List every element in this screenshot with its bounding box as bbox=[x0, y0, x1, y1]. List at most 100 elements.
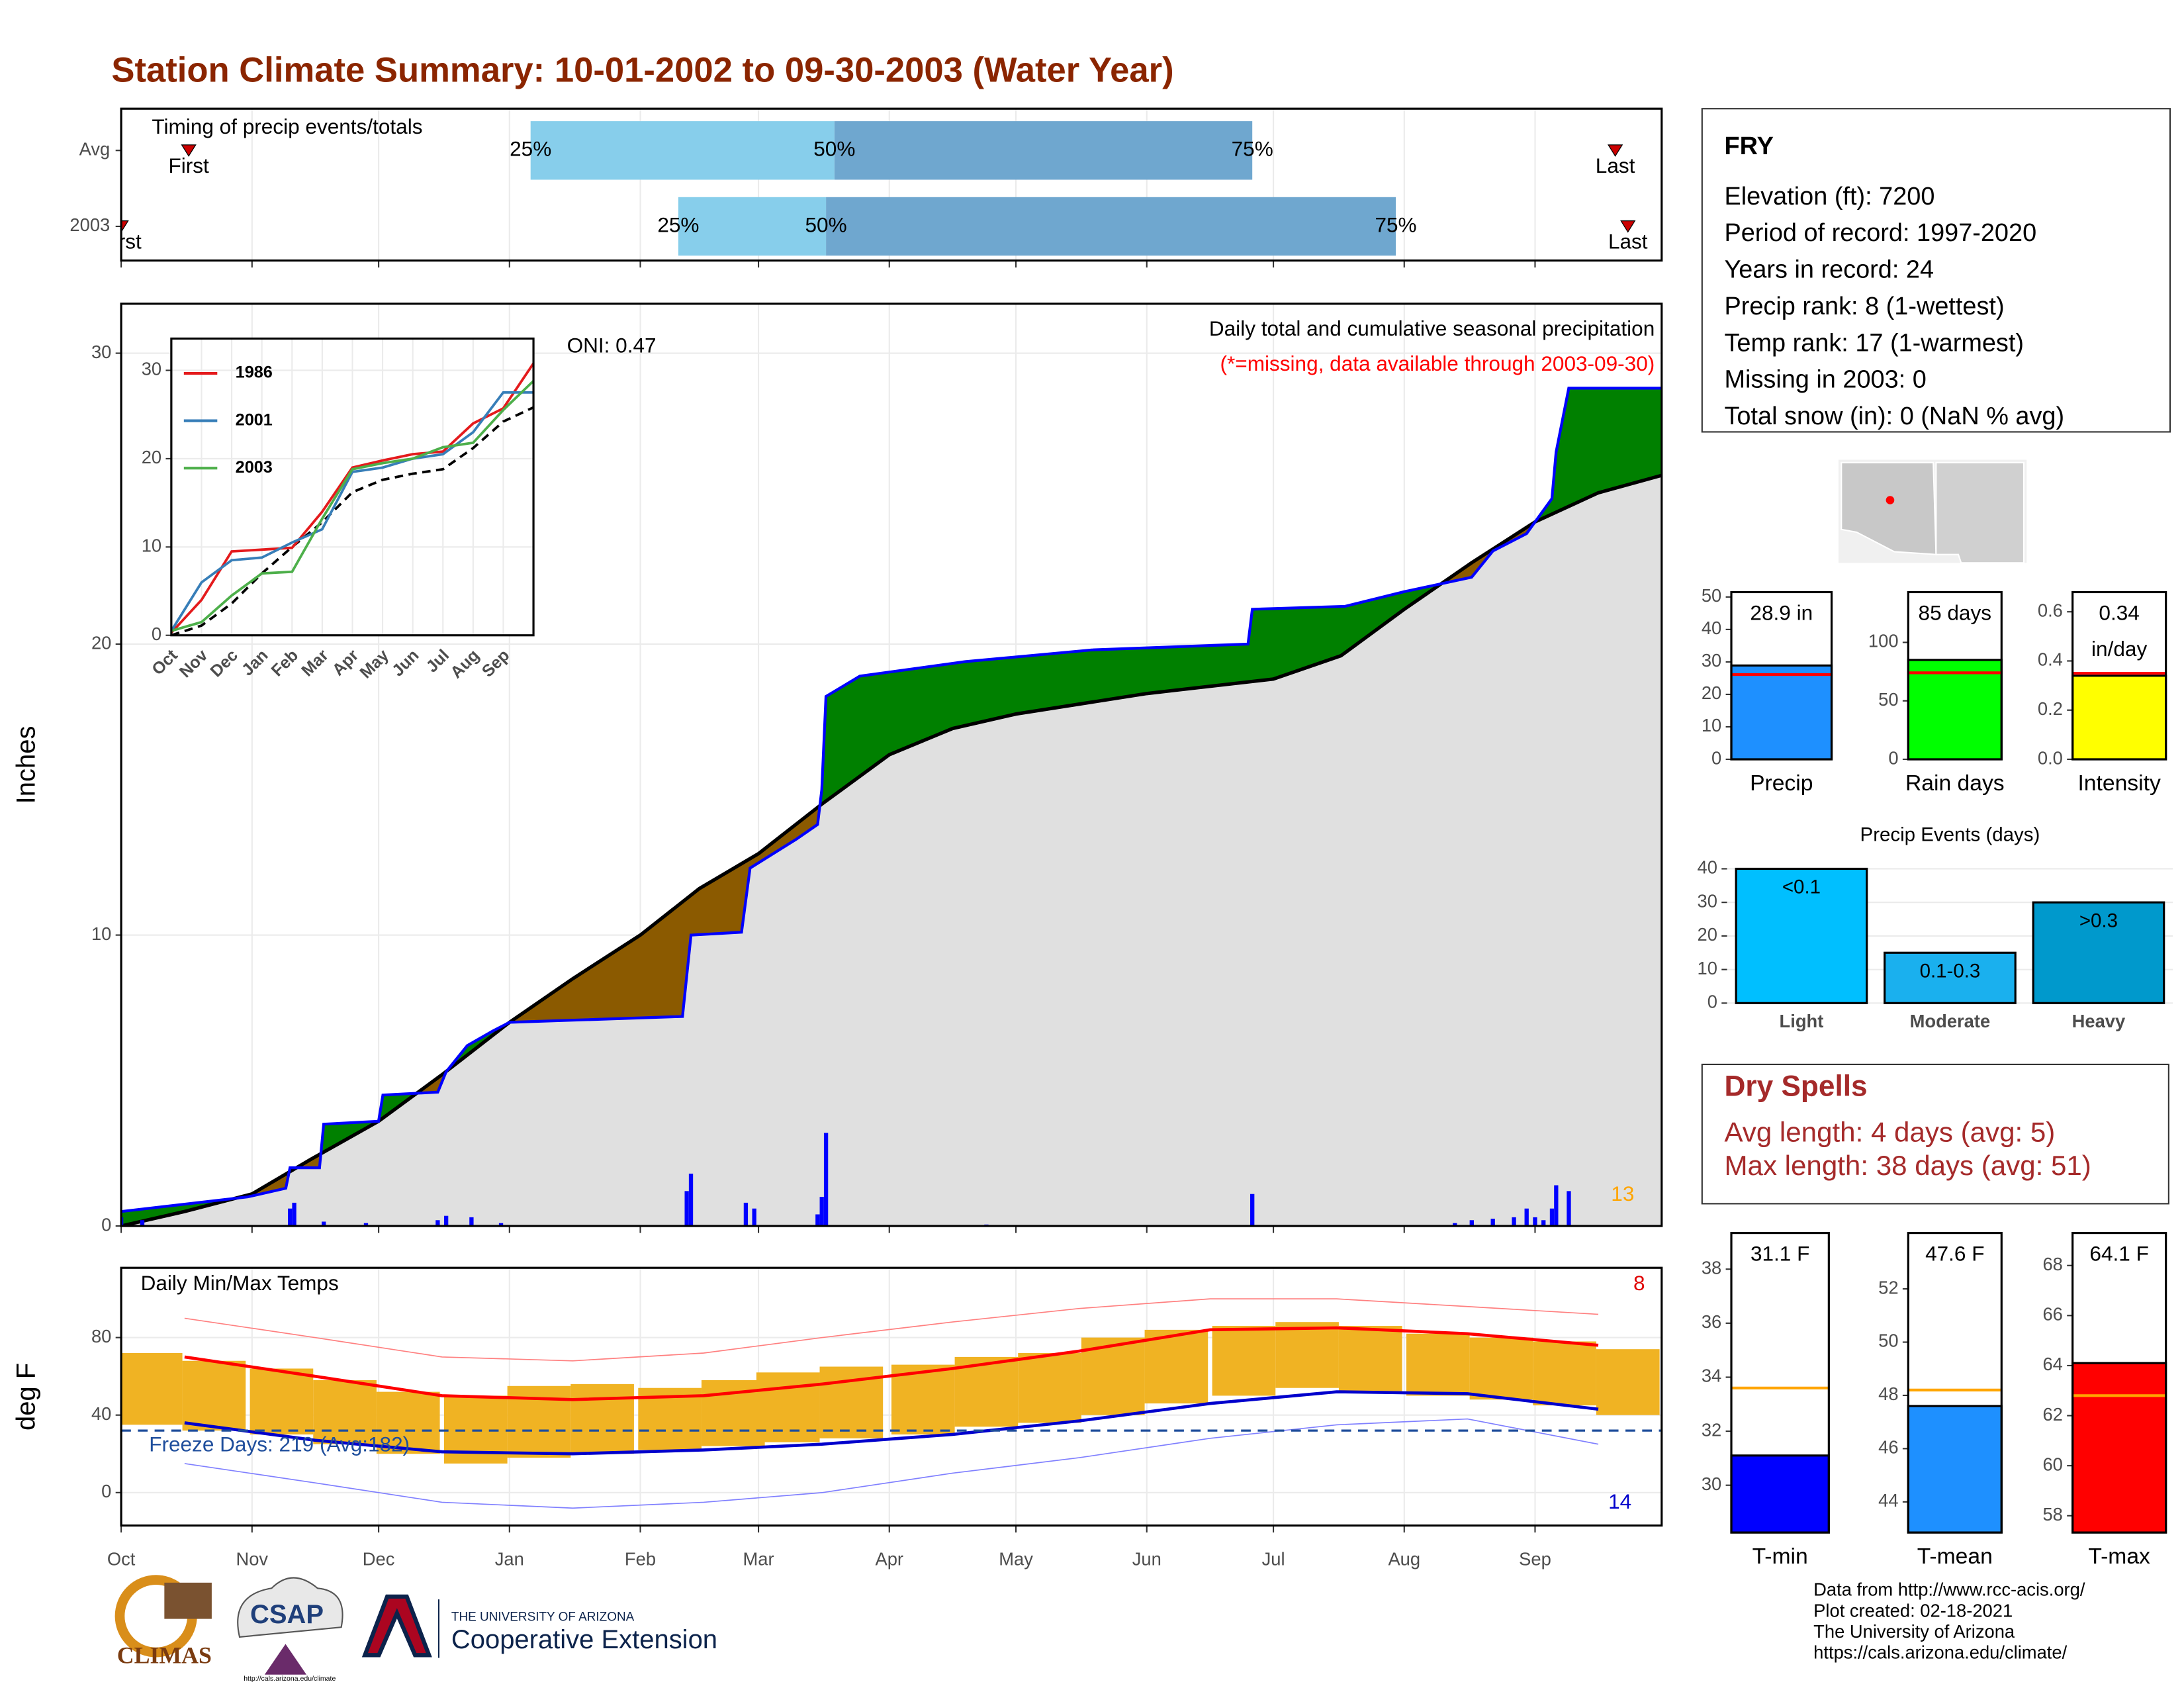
x-tick-label: Oct bbox=[107, 1548, 136, 1569]
legend-label: 2001 bbox=[236, 410, 273, 429]
category-label: Heavy bbox=[2072, 1011, 2126, 1031]
y-tick-label: 0 bbox=[1707, 992, 1717, 1012]
bar bbox=[1907, 659, 2003, 761]
x-tick-label: Jan bbox=[495, 1548, 524, 1569]
info-line: Temp rank: 17 (1-warmest) bbox=[1724, 329, 2024, 357]
temp-range bbox=[1406, 1333, 1470, 1396]
value-label: 0.1-0.3 bbox=[1920, 961, 1981, 982]
y-tick-label: 20 bbox=[1702, 682, 1721, 703]
temp-range bbox=[121, 1353, 183, 1425]
x-tick-label: May bbox=[999, 1548, 1033, 1569]
bar bbox=[2032, 901, 2165, 1004]
temp-range bbox=[954, 1356, 1019, 1427]
bar bbox=[2071, 675, 2167, 761]
logos: CLIMAS CSAP http://cals.arizona.edu/clim… bbox=[114, 1575, 717, 1683]
bar bbox=[1730, 664, 1833, 761]
daily-bar bbox=[1490, 1219, 1495, 1227]
daily-bar bbox=[288, 1208, 293, 1227]
daily-bar bbox=[322, 1221, 326, 1227]
y-tick-label: 30 bbox=[1702, 650, 1721, 671]
dry-spells-title: Dry Spells bbox=[1724, 1070, 1867, 1102]
y-tick-label: 0.6 bbox=[2038, 600, 2063, 620]
temp-range bbox=[891, 1364, 955, 1434]
avg-max-line bbox=[184, 1326, 1599, 1401]
temp-range bbox=[1533, 1341, 1596, 1406]
plot-area bbox=[121, 1268, 1662, 1526]
annotation: 8 bbox=[1633, 1271, 1645, 1295]
plot-frame bbox=[1730, 1232, 1830, 1534]
temp-range bbox=[1275, 1322, 1339, 1388]
quantile-label: 50% bbox=[813, 137, 855, 161]
dry-spell-line: Max length: 38 days (avg: 51) bbox=[1724, 1150, 2091, 1181]
y-tick-label: 66 bbox=[2042, 1304, 2062, 1325]
bar bbox=[1907, 1405, 2003, 1534]
avg-min-line bbox=[184, 1390, 1599, 1456]
temp-range bbox=[756, 1372, 820, 1442]
plot-frame bbox=[170, 337, 535, 637]
y-tick-label: 20 bbox=[1698, 924, 1717, 945]
event-label: Last bbox=[1596, 154, 1635, 177]
station-marker bbox=[1886, 496, 1895, 504]
plot-frame bbox=[2071, 1232, 2167, 1534]
quantile-bar bbox=[834, 121, 1253, 180]
y-tick-label: Avg bbox=[79, 139, 111, 160]
category-label: Light bbox=[1780, 1011, 1824, 1031]
x-tick-label: Feb bbox=[625, 1548, 656, 1569]
reference-line bbox=[171, 406, 534, 635]
quantile-bar bbox=[678, 197, 827, 256]
y-tick-label: 20 bbox=[142, 447, 161, 467]
plot-frame bbox=[1907, 1232, 2003, 1534]
footer-line: The University of Arizona bbox=[1813, 1621, 2015, 1642]
panel-title: Timing of precip events/totals bbox=[152, 115, 422, 138]
bar bbox=[1884, 951, 2017, 1004]
y-tick-label: 68 bbox=[2042, 1254, 2062, 1274]
dry-spell-line: Avg length: 4 days (avg: 5) bbox=[1724, 1116, 2055, 1147]
daily-bar bbox=[498, 1223, 504, 1227]
daily-bar bbox=[1533, 1217, 1537, 1227]
ua-logo bbox=[361, 1594, 432, 1658]
annotation: ONI: 0.47 bbox=[567, 333, 657, 357]
value-label: 31.1 F bbox=[1751, 1242, 1809, 1266]
daily-bar bbox=[823, 1133, 829, 1227]
y-tick-label: 50 bbox=[1702, 585, 1721, 606]
y-tick-label: 0 bbox=[1888, 747, 1898, 768]
event-label: First bbox=[168, 154, 209, 177]
plot-area: 25% 50% 75% First Last 25% 50% 75% First Last bbox=[121, 109, 1648, 261]
observed-line bbox=[121, 387, 1662, 1213]
panel-title: Daily Min/Max Temps bbox=[141, 1271, 339, 1295]
csap-cloud bbox=[237, 1577, 343, 1638]
bar bbox=[2071, 1362, 2167, 1534]
daily-bar bbox=[1469, 1220, 1474, 1227]
quantile-bar bbox=[826, 197, 1396, 256]
temp-range bbox=[376, 1391, 440, 1454]
annotation: (*=missing, data available through 2003-… bbox=[1220, 352, 1655, 375]
y-tick-label: 58 bbox=[2042, 1504, 2062, 1524]
daily-bar bbox=[684, 1191, 689, 1227]
y-axis-label: deg F bbox=[12, 1363, 41, 1430]
record-min-line bbox=[184, 1418, 1599, 1509]
value-label: 47.6 F bbox=[1925, 1242, 1984, 1266]
annotation: 14 bbox=[1608, 1489, 1631, 1513]
info-line: Missing in 2003: 0 bbox=[1724, 366, 1926, 394]
y-tick-label: 10 bbox=[1702, 715, 1721, 735]
x-tick-label: Sep bbox=[1519, 1548, 1551, 1569]
temp-range bbox=[1596, 1349, 1660, 1415]
y-tick-label: 34 bbox=[1702, 1366, 1721, 1386]
daily-bar bbox=[363, 1223, 369, 1227]
value-label: >0.3 bbox=[2079, 910, 2118, 931]
info-line: Total snow (in): 0 (NaN % avg) bbox=[1724, 402, 2064, 430]
info-line: Period of record: 1997-2020 bbox=[1724, 219, 2036, 247]
y-tick-label: 48 bbox=[1878, 1383, 1898, 1404]
y-tick-label: 10 bbox=[1698, 958, 1717, 978]
event-marker bbox=[1620, 220, 1636, 233]
info-line: Elevation (ft): 7200 bbox=[1724, 183, 1934, 211]
plot-frame bbox=[120, 107, 1663, 262]
plot-frame bbox=[1907, 590, 2003, 761]
x-tick-label: Mar bbox=[743, 1548, 774, 1569]
quantile-label: 50% bbox=[805, 212, 847, 236]
plot-area bbox=[171, 338, 534, 635]
value-label: <0.1 bbox=[1782, 876, 1821, 898]
unit-label: in/day bbox=[2091, 637, 2147, 661]
page-title: Station Climate Summary: 10-01-2002 to 0… bbox=[111, 50, 1173, 89]
temp-range bbox=[1212, 1326, 1276, 1396]
